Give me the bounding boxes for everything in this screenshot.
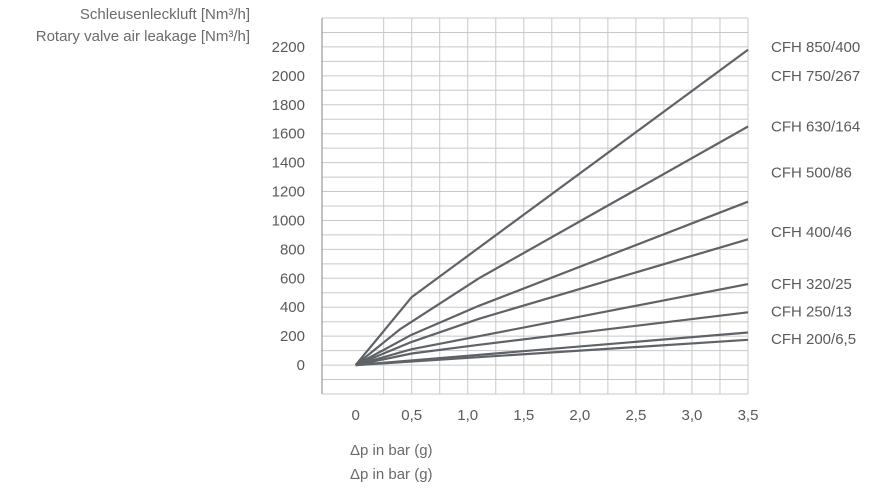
series-label: CFH 400/46 [771, 224, 852, 241]
y-tick-label: 1200 [272, 184, 305, 201]
series-labels: CFH 850/400 CFH 750/267 CFH 630/164 CFH 500… [771, 39, 860, 348]
y-tick-label: 2000 [272, 68, 305, 85]
y-axis-label-de: Schleusenleckluft [Nm³/h] [79, 6, 250, 23]
x-tick-label: 1,0 [457, 407, 478, 424]
series-label: CFH 200/6,5 [771, 331, 856, 348]
x-tick-label: 0 [351, 407, 359, 424]
series-label: CFH 500/86 [771, 165, 852, 182]
series-line-8 [355, 338, 749, 367]
series-lines [354, 48, 749, 367]
x-tick-label: 3,0 [682, 407, 703, 424]
series-line-6 [355, 311, 749, 367]
y-tick-label: 400 [280, 299, 305, 316]
x-axis-label-2: Δp in bar (g) [350, 466, 433, 483]
series-label: CFH 250/13 [771, 304, 852, 321]
y-tick-label: 600 [280, 270, 305, 287]
y-tick-label: 800 [280, 241, 305, 258]
y-tick-label: 2200 [272, 39, 305, 56]
series-label: CFH 850/400 [771, 39, 860, 56]
y-tick-label: 200 [280, 328, 305, 345]
y-tick-label: 1800 [272, 97, 305, 114]
x-tick-labels: 0 0,5 1,0 1,5 2,0 2,5 3,0 3,5 [351, 407, 758, 424]
x-tick-label: 2,5 [625, 407, 646, 424]
y-tick-labels: 0 200 400 600 800 1000 1200 1400 1600 1800 2000 220… [272, 39, 305, 374]
y-tick-label: 0 [297, 357, 305, 374]
series-line-5 [355, 283, 749, 367]
series-label: CFH 750/267 [771, 68, 860, 85]
x-axis-label-1: Δp in bar (g) [350, 442, 433, 459]
series-label: CFH 320/25 [771, 276, 852, 293]
series-line-4 [355, 238, 749, 367]
y-axis-label-en: Rotary valve air leakage [Nm³/h] [35, 28, 250, 45]
x-tick-label: 0,5 [401, 407, 422, 424]
y-tick-label: 1600 [272, 126, 305, 143]
series-line-1 [354, 48, 749, 366]
x-tick-label: 1,5 [513, 407, 534, 424]
y-tick-label: 1400 [272, 155, 305, 172]
series-line-2 [354, 125, 749, 366]
x-tick-label: 2,0 [569, 407, 590, 424]
series-label: CFH 630/164 [771, 118, 860, 135]
x-tick-label: 3,5 [738, 407, 759, 424]
series-line-3 [355, 200, 749, 367]
series-line-7 [355, 331, 749, 367]
y-tick-label: 1000 [272, 212, 305, 229]
